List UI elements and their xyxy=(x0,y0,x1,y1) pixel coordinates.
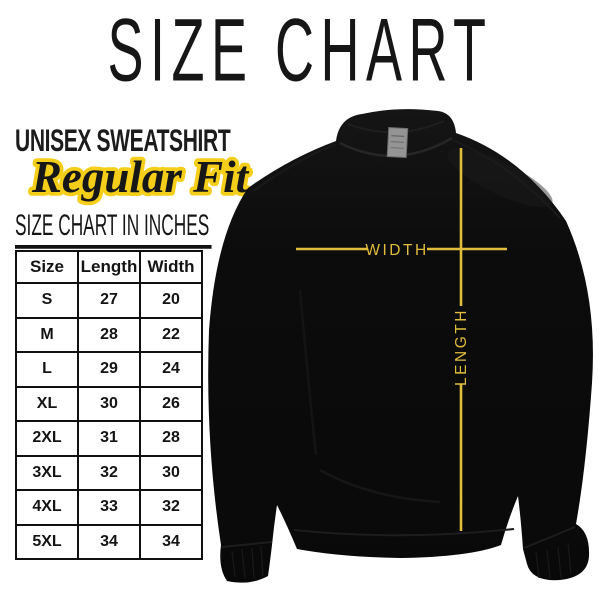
hem-seam xyxy=(293,528,515,537)
fabric-fold xyxy=(319,468,441,504)
width-cell: 20 xyxy=(139,282,203,319)
column-header-length: Length xyxy=(77,250,141,284)
size-cell: 5XL xyxy=(15,523,79,560)
column-header-size: Size xyxy=(15,250,79,284)
length-cell: 33 xyxy=(77,489,141,526)
left-cuff-seam xyxy=(221,541,273,548)
sweatshirt-illustration: WIDTH LENGTH xyxy=(208,109,593,583)
fit-label: Regular Fit xyxy=(27,148,253,206)
width-cell: 34 xyxy=(139,523,203,560)
table-row: 2XL 31 28 xyxy=(15,420,203,457)
table-row: 5XL 34 34 xyxy=(15,523,203,560)
table-heading: SIZE CHART IN INCHES xyxy=(15,209,212,249)
left-cuff-ribbing xyxy=(231,545,264,579)
size-cell: XL xyxy=(15,385,79,422)
length-cell: 29 xyxy=(77,351,141,388)
length-cell: 28 xyxy=(77,316,141,353)
length-cell: 30 xyxy=(77,385,141,422)
width-cell: 26 xyxy=(139,385,203,422)
table-row: 4XL 33 32 xyxy=(15,489,203,526)
column-header-width: Width xyxy=(139,250,203,284)
length-cell: 32 xyxy=(77,454,141,491)
size-cell: 4XL xyxy=(15,489,79,526)
length-cell: 34 xyxy=(77,523,141,560)
size-table: Size Length Width S 27 20 M 28 22 L 29 2… xyxy=(15,250,203,560)
left-shoulder-seam xyxy=(251,143,337,193)
sweatshirt-silhouette xyxy=(208,109,593,583)
table-header-row: Size Length Width xyxy=(15,250,203,284)
size-cell: 2XL xyxy=(15,420,79,457)
size-cell: M xyxy=(15,316,79,353)
size-cell: S xyxy=(15,282,79,319)
table-row: XL 30 26 xyxy=(15,385,203,422)
length-cell: 31 xyxy=(77,420,141,457)
fabric-fold xyxy=(298,289,318,456)
fit-label-text: Regular Fit xyxy=(31,152,250,202)
width-cell: 30 xyxy=(139,454,203,491)
right-shoulder-seam xyxy=(451,139,561,219)
shoulder-highlight xyxy=(447,148,553,208)
width-cell: 28 xyxy=(139,420,203,457)
right-cuff-seam xyxy=(523,526,576,549)
width-cell: 32 xyxy=(139,489,203,526)
size-cell: 3XL xyxy=(15,454,79,491)
width-cell: 22 xyxy=(139,316,203,353)
product-name: UNISEX SWEATSHIRT xyxy=(15,122,231,159)
length-cell: 27 xyxy=(77,282,141,319)
table-row: L 29 24 xyxy=(15,351,203,388)
width-label: WIDTH xyxy=(365,242,428,259)
length-label: LENGTH xyxy=(453,308,470,386)
table-row: M 28 22 xyxy=(15,316,203,353)
table-row: S 27 20 xyxy=(15,282,203,319)
table-row: 3XL 32 30 xyxy=(15,454,203,491)
right-cuff-ribbing xyxy=(535,542,572,580)
page-title: SIZE CHART xyxy=(107,1,493,101)
width-cell: 24 xyxy=(139,351,203,388)
size-cell: L xyxy=(15,351,79,388)
neck-tag xyxy=(386,127,409,159)
